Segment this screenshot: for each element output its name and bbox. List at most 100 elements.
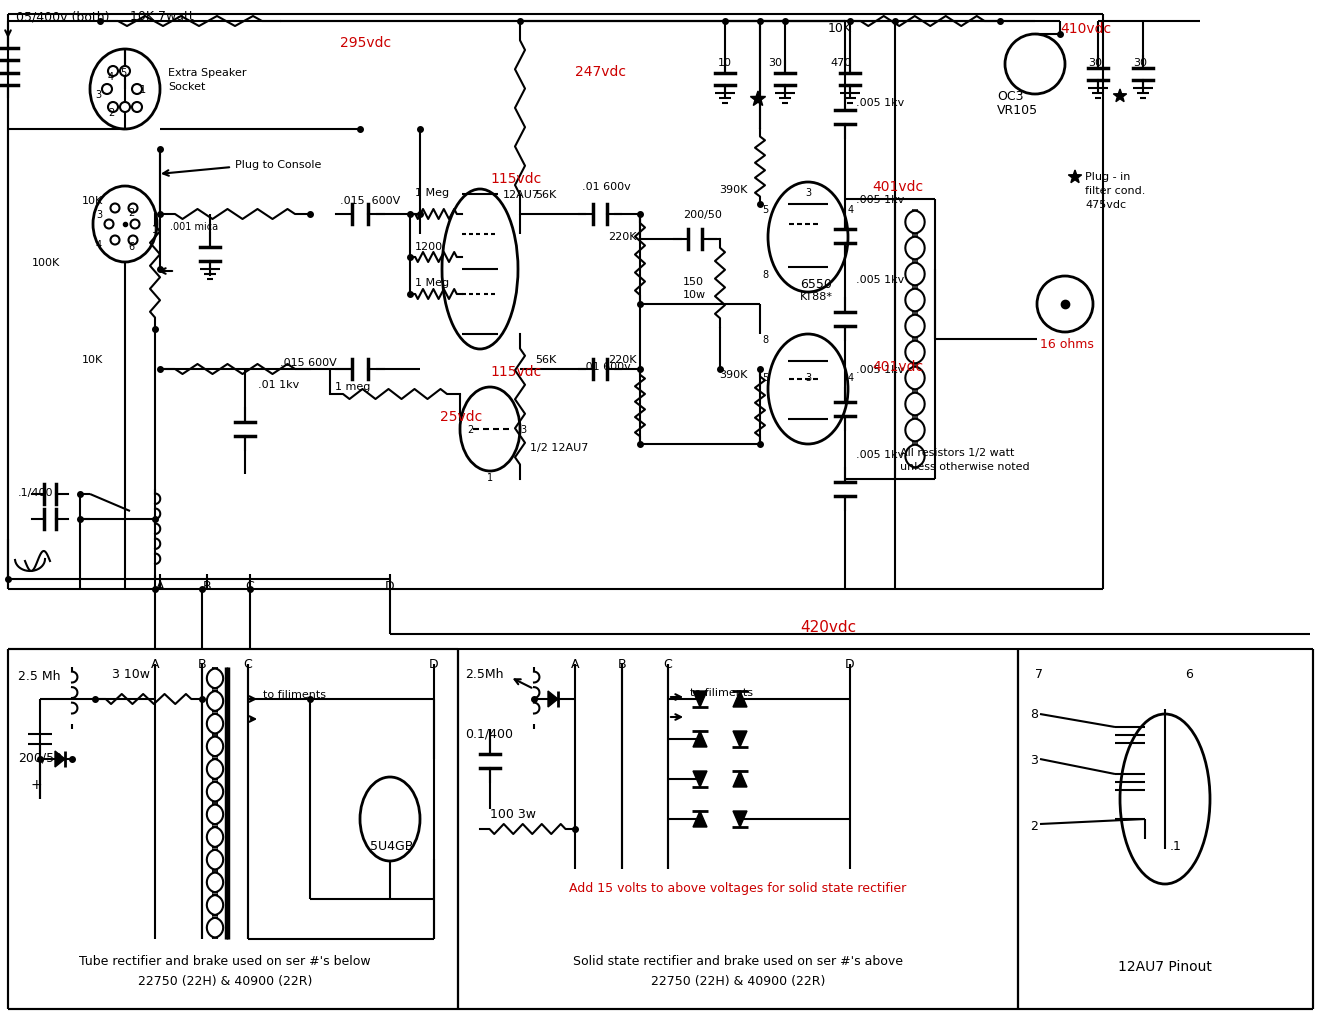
Text: .005 1kv: .005 1kv xyxy=(855,365,904,375)
Text: All resistors 1/2 watt: All resistors 1/2 watt xyxy=(900,447,1014,458)
Text: 8: 8 xyxy=(1030,707,1038,720)
Text: 7: 7 xyxy=(1035,667,1043,681)
Text: 100K: 100K xyxy=(32,258,59,268)
Text: 3: 3 xyxy=(96,210,102,220)
Text: B: B xyxy=(198,657,206,671)
Text: 3: 3 xyxy=(520,425,527,434)
Polygon shape xyxy=(733,691,747,707)
Text: 8: 8 xyxy=(762,334,768,344)
Text: .005 1kv: .005 1kv xyxy=(855,449,904,460)
Text: unless otherwise noted: unless otherwise noted xyxy=(900,462,1030,472)
Text: 100 3w: 100 3w xyxy=(490,807,536,820)
Text: 10: 10 xyxy=(718,58,733,68)
Text: .005 1kv: .005 1kv xyxy=(855,275,904,284)
Text: 12AU7 Pinout: 12AU7 Pinout xyxy=(1118,959,1212,973)
Text: 6: 6 xyxy=(1185,667,1193,681)
Text: Plug to Console: Plug to Console xyxy=(235,160,321,170)
Text: 1: 1 xyxy=(152,225,158,234)
Text: VR105: VR105 xyxy=(997,104,1038,117)
Text: 56K: 56K xyxy=(535,355,556,365)
Polygon shape xyxy=(1113,90,1127,103)
Text: A: A xyxy=(150,657,160,671)
Text: .015  600V: .015 600V xyxy=(341,196,400,206)
Text: D: D xyxy=(385,580,395,592)
Text: 115vdc: 115vdc xyxy=(490,172,541,185)
Text: .01 1kv: .01 1kv xyxy=(257,380,300,389)
Text: Add 15 volts to above voltages for solid state rectifier: Add 15 volts to above voltages for solid… xyxy=(569,881,907,894)
Polygon shape xyxy=(1068,171,1081,183)
Text: 3: 3 xyxy=(1030,753,1038,766)
Circle shape xyxy=(108,103,117,113)
Text: 390K: 390K xyxy=(719,370,748,380)
Text: 2: 2 xyxy=(128,208,135,218)
Text: Tube rectifier and brake used on ser #'s below: Tube rectifier and brake used on ser #'s… xyxy=(79,954,371,967)
Text: to filiments: to filiments xyxy=(263,689,326,699)
Text: 22750 (22H) & 40900 (22R): 22750 (22H) & 40900 (22R) xyxy=(137,974,313,987)
Circle shape xyxy=(104,220,114,229)
Polygon shape xyxy=(55,751,65,767)
Text: 12AU7: 12AU7 xyxy=(503,190,540,200)
Circle shape xyxy=(128,204,137,213)
Text: 4: 4 xyxy=(96,239,102,250)
Text: 30: 30 xyxy=(768,58,781,68)
Text: 470: 470 xyxy=(830,58,851,68)
Polygon shape xyxy=(693,771,708,788)
Text: 1/2 12AU7: 1/2 12AU7 xyxy=(531,442,589,452)
Text: Extra Speaker: Extra Speaker xyxy=(168,68,247,77)
Text: .005 1kv: .005 1kv xyxy=(855,98,904,108)
Text: 1 Meg: 1 Meg xyxy=(414,187,449,198)
Text: 410vdc: 410vdc xyxy=(1060,22,1111,36)
Circle shape xyxy=(111,236,120,246)
Text: D: D xyxy=(429,657,438,671)
Text: 2.5 Mh: 2.5 Mh xyxy=(18,669,61,683)
Text: 150: 150 xyxy=(682,277,704,286)
Text: 5: 5 xyxy=(762,205,768,215)
Text: 2: 2 xyxy=(108,108,115,118)
Text: .01 600v: .01 600v xyxy=(582,362,631,372)
Text: 220K: 220K xyxy=(609,231,636,242)
Text: 1 Meg: 1 Meg xyxy=(414,278,449,287)
Text: to filiments: to filiments xyxy=(690,688,752,697)
Text: B: B xyxy=(618,657,626,671)
Text: 1: 1 xyxy=(140,85,147,95)
Text: KT88*: KT88* xyxy=(800,291,833,302)
Text: 220K: 220K xyxy=(609,355,636,365)
Text: C: C xyxy=(246,580,255,592)
Text: 420vdc: 420vdc xyxy=(800,620,857,635)
Text: B: B xyxy=(203,580,211,592)
Text: 30: 30 xyxy=(1088,58,1102,68)
Circle shape xyxy=(132,85,143,95)
Text: 3: 3 xyxy=(95,90,102,100)
Text: 3 10w: 3 10w xyxy=(112,667,150,681)
Circle shape xyxy=(111,204,120,213)
Text: 2: 2 xyxy=(467,425,474,434)
Text: .015 600V: .015 600V xyxy=(280,358,337,368)
Text: 10K 7watt: 10K 7watt xyxy=(129,10,194,23)
Text: .005 1kv: .005 1kv xyxy=(855,195,904,205)
Text: 295vdc: 295vdc xyxy=(341,36,391,50)
Text: 30: 30 xyxy=(1133,58,1147,68)
Text: 3: 3 xyxy=(805,373,810,382)
Text: 1200: 1200 xyxy=(414,242,444,252)
Text: 8: 8 xyxy=(762,270,768,280)
Text: 5U4GB: 5U4GB xyxy=(370,840,413,852)
Polygon shape xyxy=(693,732,708,747)
Polygon shape xyxy=(548,691,558,707)
Text: Plug - in: Plug - in xyxy=(1085,172,1130,181)
Circle shape xyxy=(131,220,140,229)
Polygon shape xyxy=(733,771,747,788)
Text: 6550: 6550 xyxy=(800,278,832,290)
Text: 475vdc: 475vdc xyxy=(1085,200,1126,210)
Text: 25vdc: 25vdc xyxy=(440,410,482,424)
Text: 401vdc: 401vdc xyxy=(873,360,923,374)
Circle shape xyxy=(128,236,137,246)
Text: .01 600v: .01 600v xyxy=(582,181,631,192)
Text: 390K: 390K xyxy=(719,184,748,195)
Text: 200/50: 200/50 xyxy=(18,751,62,764)
Text: +: + xyxy=(30,777,42,791)
Text: D: D xyxy=(845,657,855,671)
Text: 5: 5 xyxy=(762,373,768,382)
Polygon shape xyxy=(693,691,708,707)
Text: .1/400: .1/400 xyxy=(18,487,54,497)
Text: Solid state rectifier and brake used on ser #'s above: Solid state rectifier and brake used on … xyxy=(573,954,903,967)
